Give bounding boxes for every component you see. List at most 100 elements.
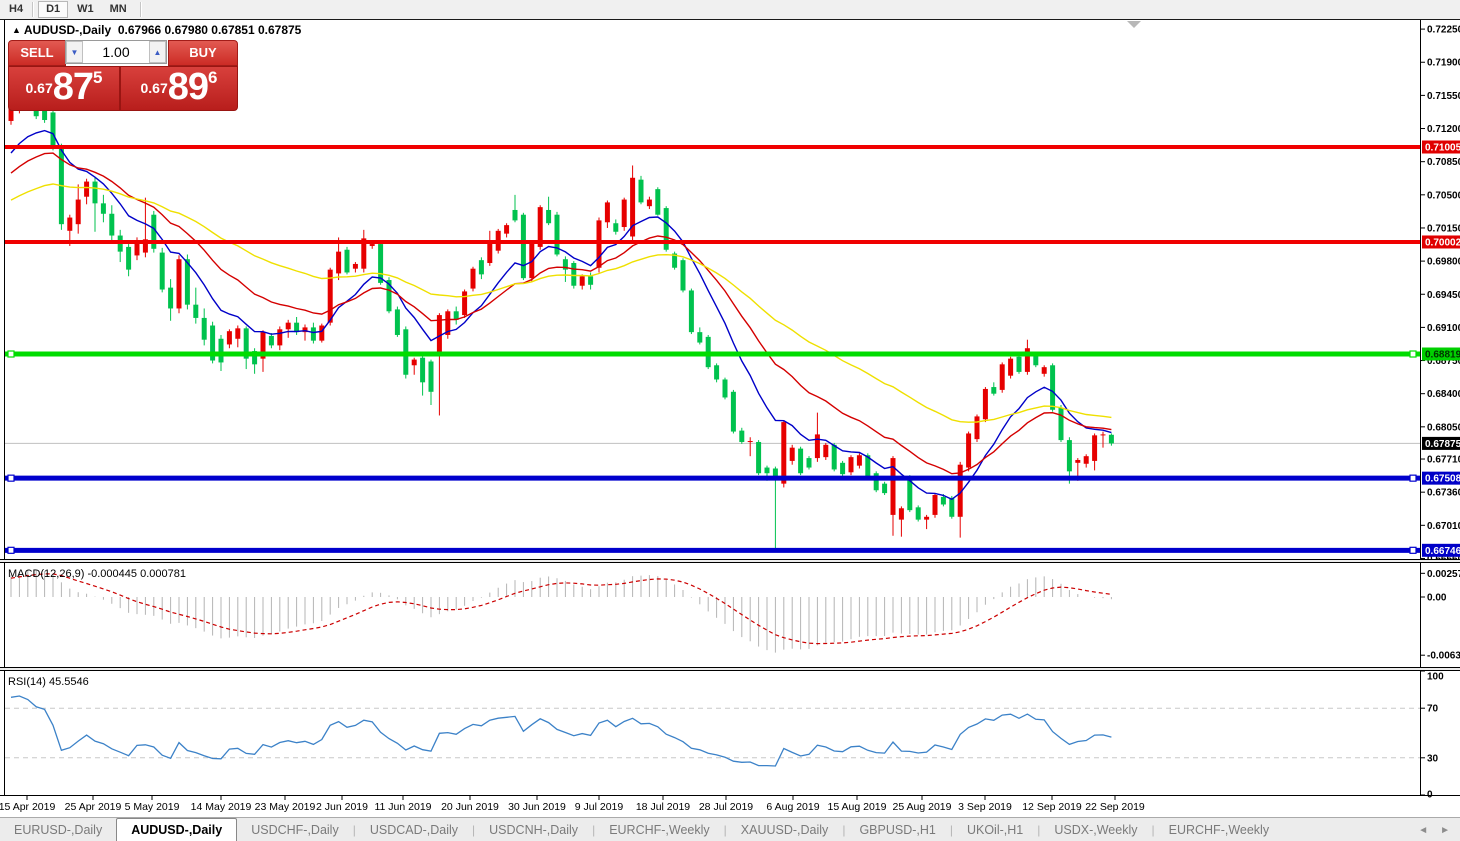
svg-text:0.70002: 0.70002 [1425,237,1460,248]
tab-separator: | [842,823,846,837]
bid-price-prefix: 0.67 [25,80,53,96]
bid-price-display[interactable]: 0.67875 [8,66,120,111]
ma-line-45 [10,183,1112,423]
hline-handle[interactable] [1409,546,1417,554]
svg-text:0.67875: 0.67875 [1425,439,1460,450]
chart-tab-usdx-weekly[interactable]: USDX-,Weekly [1054,823,1138,837]
chart-shift-marker-icon[interactable] [1127,21,1141,28]
tab-scroll-right-button[interactable]: ► [1440,824,1450,836]
chart-tab-ukoil-h1[interactable]: UKOil-,H1 [966,823,1024,837]
macd-axis: 0.002574 0.00 -0.006326 [1421,569,1460,662]
horizontal-line-objects[interactable] [5,145,1420,554]
chart-tab-bar: EURUSD-,Daily AUDUSD-,Daily USDCHF-,Daily |… [0,817,1460,841]
chart-title: ▲ AUDUSD-,Daily 0.67966 0.67980 0.67851 … [12,23,301,37]
chart-tab-eurusd-daily[interactable]: EURUSD-,Daily [14,823,103,837]
timeframe-button-mn[interactable]: MN [109,3,127,15]
timeframe-button-d1[interactable]: D1 [38,1,69,18]
rsi-line [10,695,1112,767]
chart-ohlc-values: 0.67966 0.67980 0.67851 0.67875 [117,23,302,37]
symbol-collapse-icon[interactable]: ▲ [12,25,21,35]
hline-handle[interactable] [1409,350,1417,358]
svg-text:0.002574: 0.002574 [1427,569,1460,580]
date-axis-label: 18 Jul 2019 [636,801,690,813]
price-axis-label: 0.67010 [1427,521,1460,532]
macd-histogram [10,570,1112,653]
hline-handle[interactable] [7,474,15,482]
price-axis-label: 0.68050 [1427,422,1460,433]
bid-price-pip: 5 [93,68,103,87]
chart-tab-gbpusd-h1[interactable]: GBPUSD-,H1 [859,823,936,837]
price-axis-label: 0.70150 [1427,223,1460,234]
svg-text:100: 100 [1427,672,1444,683]
price-tag: 0.67508 [1422,471,1460,485]
macd-signal-line [10,573,1112,645]
price-axis[interactable]: 0.72250 0.71900 0.71550 0.71200 0.70850 0.705… [1421,25,1460,565]
price-axis-label: 0.70850 [1427,157,1460,168]
hline-handle[interactable] [7,350,15,358]
tab-separator: | [1037,823,1041,837]
timeframe-button-w1[interactable]: W1 [77,3,94,15]
hline-handle[interactable] [7,546,15,554]
chart-tab-eurchf-weekly[interactable]: EURCHF-,Weekly [1168,823,1270,837]
volume-decrease-button[interactable]: ▼ [66,41,83,63]
price-axis-label: 0.67360 [1427,488,1460,499]
sell-button[interactable]: SELL [8,40,66,66]
svg-text:0.71005: 0.71005 [1425,143,1460,154]
chart-tab-eurchf-weekly[interactable]: EURCHF-,Weekly [609,823,710,837]
buy-button[interactable]: BUY [168,40,238,66]
price-tag: 0.67875 [1422,436,1460,450]
chart-tab-audusd-daily[interactable]: AUDUSD-,Daily [116,818,238,841]
price-axis-label: 0.70500 [1427,190,1460,201]
ask-price-big: 89 [167,66,209,108]
date-axis-label: 11 Jun 2019 [374,801,431,813]
price-axis-label: 0.71200 [1427,124,1460,135]
svg-text:70: 70 [1427,704,1439,715]
svg-text:0.68819: 0.68819 [1425,350,1460,361]
tab-separator: | [592,823,596,837]
date-axis-label: 9 Jul 2019 [575,801,624,813]
tab-separator: | [1151,823,1155,837]
tab-scroll-left-button[interactable]: ◄ [1418,824,1429,836]
date-axis-label: 15 Aug 2019 [828,801,887,813]
macd-label: MACD(12,26,9) -0.000445 0.000781 [8,568,186,580]
toolbar-separator [32,2,35,17]
volume-increase-button[interactable]: ▲ [149,41,166,63]
date-axis[interactable]: 15 Apr 2019 25 Apr 2019 5 May 2019 14 May 2… [0,796,1145,813]
date-axis-label: 3 Sep 2019 [958,801,1012,813]
chart-tab-usdcnh-daily[interactable]: USDCNH-,Daily [489,823,579,837]
candlestick-series [8,95,1114,549]
price-axis-label: 0.69800 [1427,257,1460,268]
hline-handle[interactable] [1409,474,1417,482]
volume-value[interactable]: 1.00 [102,44,130,60]
date-axis-label: 25 Apr 2019 [65,801,122,813]
price-axis-label: 0.68750 [1427,356,1460,367]
date-axis-label: 30 Jun 2019 [508,801,566,813]
chart-tab-xauusd-daily[interactable]: XAUUSD-,Daily [740,823,829,837]
svg-text:30: 30 [1427,753,1439,764]
date-axis-label: 14 May 2019 [191,801,252,813]
svg-text:0.67508: 0.67508 [1425,474,1460,485]
moving-averages [10,129,1112,501]
rsi-axis: 10070300 [1421,670,1444,801]
ma-line-21 [10,152,1112,475]
tab-separator: | [949,823,953,837]
ask-price-display[interactable]: 0.67896 [120,66,238,111]
date-axis-label: 15 Apr 2019 [0,801,55,813]
price-tag: 0.70002 [1422,235,1460,249]
chart-borders [0,19,1460,796]
tab-separator: | [723,823,727,837]
rsi-label: RSI(14) 45.5546 [8,676,89,688]
ma-line-10 [10,129,1112,501]
price-axis-label: 0.67710 [1427,455,1460,466]
toolbar-separator [139,2,142,17]
date-axis-label: 23 May 2019 [255,801,316,813]
chart-tab-usdchf-daily[interactable]: USDCHF-,Daily [251,823,339,837]
price-axis-label: 0.71900 [1427,58,1460,69]
date-axis-label: 6 Aug 2019 [766,801,819,813]
price-axis-label: 0.69100 [1427,323,1460,334]
chart-tab-usdcad-daily[interactable]: USDCAD-,Daily [369,823,459,837]
timeframe-button-h4[interactable]: H4 [9,3,24,15]
svg-text:-0.006326: -0.006326 [1427,651,1460,662]
timeframe-toolbar: H4 D1 W1 MN [0,0,1460,20]
